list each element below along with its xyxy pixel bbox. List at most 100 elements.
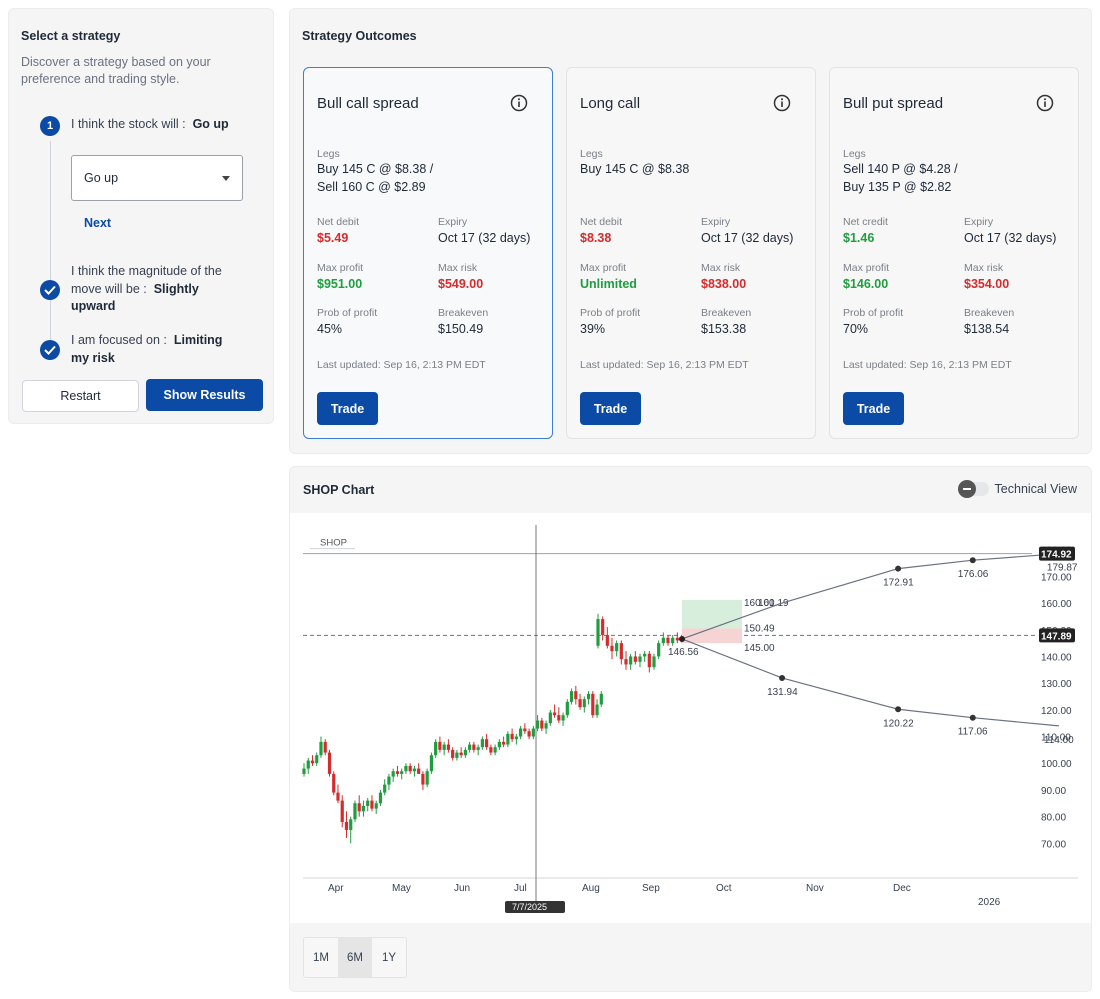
candle-body xyxy=(624,659,628,665)
x-tick-label: Jun xyxy=(454,883,470,894)
range-button-6m[interactable]: 6M xyxy=(338,938,372,977)
price-chart[interactable]: Apr May Jun Jul Aug Sep Oct Nov Dec 2026 70.00 80.0… xyxy=(290,513,1091,923)
strategy-card[interactable]: Bull call spread Legs Buy 145 C @ $8.38 … xyxy=(303,67,553,439)
candle-body xyxy=(643,653,647,657)
range-button-1y[interactable]: 1Y xyxy=(381,951,397,964)
y-tick-label: 90.00 xyxy=(1041,786,1066,797)
candle-body xyxy=(391,771,395,777)
last-updated: Last updated: Sep 16, 2:13 PM EDT xyxy=(317,359,486,371)
x-tick-label: Dec xyxy=(893,883,911,894)
projection-point[interactable] xyxy=(969,557,976,564)
y-tick-label: 140.00 xyxy=(1041,652,1072,663)
prob-profit-value: 45% xyxy=(317,322,343,336)
step-3-check-icon xyxy=(40,340,60,360)
candle-body xyxy=(476,747,480,750)
current-price-point[interactable] xyxy=(679,635,685,642)
candle-body xyxy=(480,739,484,748)
candle-body xyxy=(548,712,552,724)
projection-label: 176.06 xyxy=(958,569,989,580)
crosshair-date-label: 7/7/2025 xyxy=(512,902,547,912)
legs-label: Legs xyxy=(843,148,866,160)
strategy-card[interactable]: Bull put spread Legs Sell 140 P @ $4.28 … xyxy=(829,67,1079,439)
zone-label-lower-strike: 145.00 xyxy=(744,643,775,654)
candle-body xyxy=(310,760,315,764)
restart-button[interactable]: Restart xyxy=(22,380,139,412)
candle-body xyxy=(569,691,574,702)
expiry-label: Expiry xyxy=(701,216,731,228)
y-tick-label: 100.00 xyxy=(1041,759,1072,770)
max-risk-value: $354.00 xyxy=(964,277,1010,291)
step-1-label: I think the stock will : xyxy=(71,117,186,131)
candle-body xyxy=(446,744,451,750)
max-risk-label: Max risk xyxy=(438,262,478,274)
projection-point[interactable] xyxy=(969,714,976,721)
candle-body xyxy=(574,691,578,700)
panel-title: Select a strategy xyxy=(21,29,121,43)
show-results-button[interactable]: Show Results xyxy=(146,379,263,411)
last-price-badge xyxy=(1039,628,1075,643)
candle-body xyxy=(489,747,493,753)
candle-body xyxy=(595,704,599,716)
candle-body xyxy=(652,656,656,668)
projection-point[interactable] xyxy=(895,565,902,572)
range-button-1m[interactable]: 1M xyxy=(313,951,329,964)
prob-profit-value: 39% xyxy=(580,322,606,336)
direction-select[interactable]: Go up xyxy=(71,155,243,201)
candle-body xyxy=(540,720,544,729)
candle-body xyxy=(557,715,561,721)
expiry-value: Oct 17 (32 days) xyxy=(438,231,531,245)
y-tick-label: 70.00 xyxy=(1041,839,1066,850)
step-1-value: Go up xyxy=(192,117,229,131)
candle-body xyxy=(531,728,535,737)
candle-body xyxy=(306,760,310,769)
candle-body xyxy=(493,747,497,753)
candle-body xyxy=(638,656,642,662)
breakeven-label: Breakeven xyxy=(964,307,1015,319)
candle-body xyxy=(434,741,438,756)
info-icon[interactable] xyxy=(773,94,791,117)
breakeven-value: $138.54 xyxy=(964,322,1010,336)
projection-point[interactable] xyxy=(779,674,786,681)
toggle-track[interactable] xyxy=(957,480,989,498)
profit-zone xyxy=(682,599,742,629)
candle-body xyxy=(425,771,429,785)
candle-body xyxy=(535,720,540,729)
y-tick-label: 120.00 xyxy=(1041,706,1072,717)
trade-button[interactable]: Trade xyxy=(580,392,641,425)
candle-body xyxy=(455,752,459,758)
legs-label: Legs xyxy=(317,148,340,160)
strategy-card[interactable]: Long call Legs Buy 145 C @ $8.38 Net deb… xyxy=(566,67,816,439)
x-tick-label: Jul xyxy=(514,883,527,894)
projection-label: 179.87 xyxy=(1047,563,1078,574)
max-profit-label: Max profit xyxy=(843,262,890,274)
trade-button[interactable]: Trade xyxy=(317,392,378,425)
panel-subtitle: Discover a strategy based on your prefer… xyxy=(21,55,211,86)
prob-profit-label: Prob of profit xyxy=(580,307,641,319)
x-tick-label: Apr xyxy=(328,883,344,894)
last-updated: Last updated: Sep 16, 2:13 PM EDT xyxy=(580,359,749,371)
candle-body xyxy=(408,765,412,772)
step-2-text: I think the magnitude of the move will b… xyxy=(71,263,241,316)
breakeven-value: $150.49 xyxy=(438,322,484,336)
legs-label: Legs xyxy=(580,148,603,160)
candle-body xyxy=(378,792,383,804)
outcomes-title: Strategy Outcomes xyxy=(302,29,417,43)
candle-body xyxy=(429,755,434,772)
technical-view-toggle[interactable]: Technical View xyxy=(957,480,1077,498)
trade-button[interactable]: Trade xyxy=(843,392,904,425)
step-2-check-icon xyxy=(40,280,60,300)
candle-body xyxy=(552,712,557,716)
breakeven-value: $153.38 xyxy=(701,322,747,336)
max-profit-label: Max profit xyxy=(317,262,364,274)
next-button[interactable]: Next xyxy=(84,216,112,230)
projection-point[interactable] xyxy=(895,706,902,713)
caret-down-icon xyxy=(222,176,230,181)
expiry-label: Expiry xyxy=(964,216,994,228)
zone-label-max: 161.19 xyxy=(758,598,789,609)
candle-body xyxy=(370,800,374,809)
info-icon[interactable] xyxy=(510,94,528,117)
projection-label: 117.06 xyxy=(958,727,988,738)
step-1-number: 1 xyxy=(40,116,60,136)
max-risk-label: Max risk xyxy=(964,262,1004,274)
info-icon[interactable] xyxy=(1036,94,1054,117)
